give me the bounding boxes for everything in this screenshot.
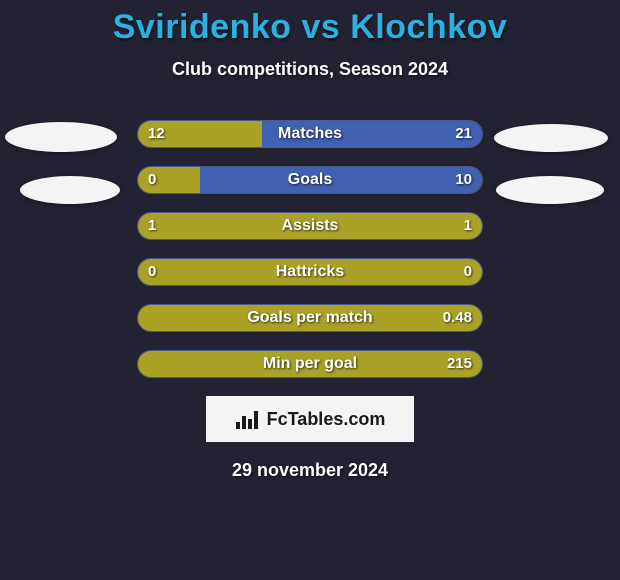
stat-value-right: 21 <box>455 121 472 147</box>
player-photo-placeholder <box>494 124 608 152</box>
stat-row: 12Matches21 <box>137 120 483 148</box>
player-photo-placeholder <box>5 122 117 152</box>
page-subtitle: Club competitions, Season 2024 <box>0 59 620 80</box>
bars-icon <box>235 408 261 430</box>
stat-label: Min per goal <box>138 351 482 377</box>
stat-value-right: 0.48 <box>443 305 472 331</box>
stats-comparison: 12Matches210Goals101Assists10Hattricks0G… <box>137 120 483 378</box>
player-photo-placeholder <box>496 176 604 204</box>
stat-row: 0Goals10 <box>137 166 483 194</box>
stat-label: Assists <box>138 213 482 239</box>
stat-label: Goals <box>138 167 482 193</box>
footer-date: 29 november 2024 <box>0 460 620 481</box>
stat-label: Goals per match <box>138 305 482 331</box>
stat-value-right: 1 <box>464 213 472 239</box>
stat-value-right: 10 <box>455 167 472 193</box>
page-title: Sviridenko vs Klochkov <box>0 0 620 47</box>
source-badge: FcTables.com <box>206 396 414 442</box>
stat-label: Matches <box>138 121 482 147</box>
stat-row: Goals per match0.48 <box>137 304 483 332</box>
stat-row: Min per goal215 <box>137 350 483 378</box>
source-badge-text: FcTables.com <box>267 409 386 430</box>
stat-row: 1Assists1 <box>137 212 483 240</box>
stat-value-right: 0 <box>464 259 472 285</box>
stat-value-right: 215 <box>447 351 472 377</box>
stat-label: Hattricks <box>138 259 482 285</box>
player-photo-placeholder <box>20 176 120 204</box>
stat-row: 0Hattricks0 <box>137 258 483 286</box>
